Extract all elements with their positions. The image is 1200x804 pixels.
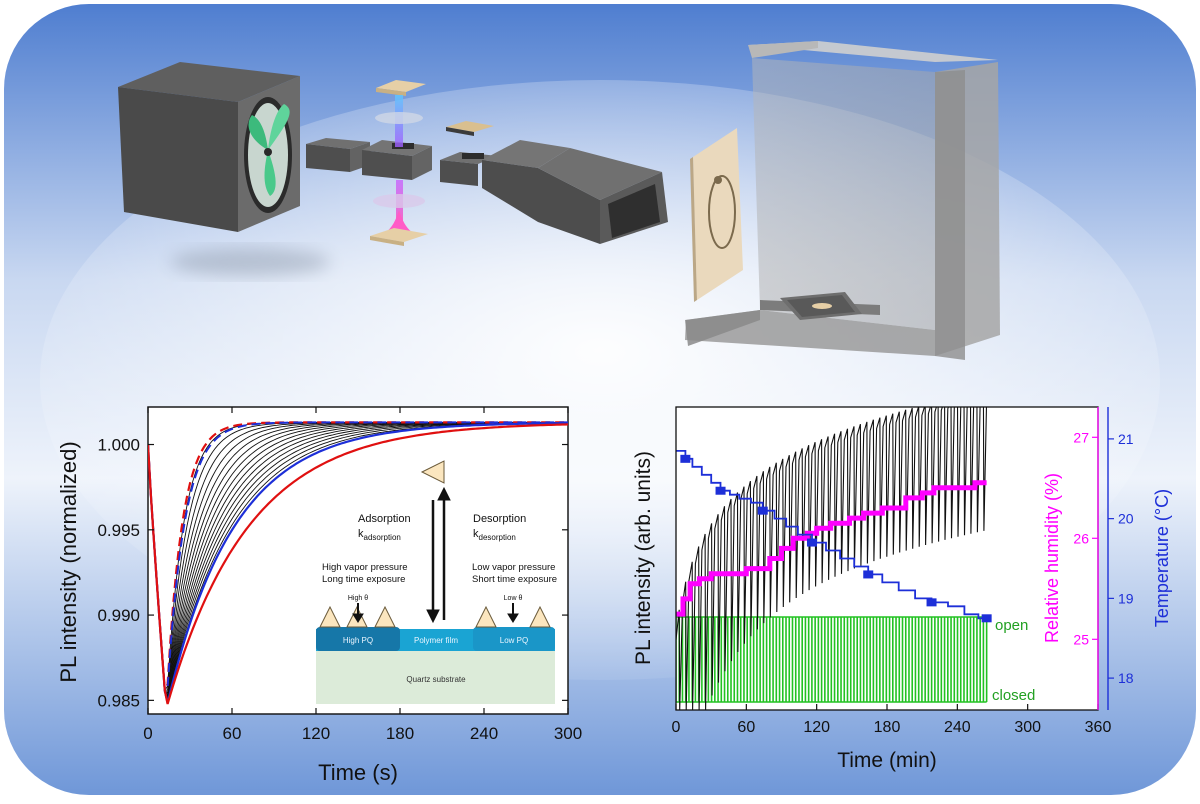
relative-humidity-trace: [676, 480, 987, 617]
chart-right-pl-humidity-temperature: 0 60 120 180 240 300 360 25 26 27 18 19 20 21 open cl…: [632, 406, 1172, 772]
rh-tick-label: 26: [1073, 530, 1089, 546]
chart-left-adsorption: 0 60 120 180 240 300 0.985 0.990 0.995 1.000 Time…: [56, 406, 582, 785]
valve-open-label: open: [995, 617, 1028, 634]
quartz-substrate-label: Quartz substrate: [406, 675, 466, 684]
optical-path: [370, 80, 494, 246]
x-tick-label: 240: [944, 719, 971, 736]
y-tick-label: 0.990: [97, 606, 140, 625]
valve-closed-label: closed: [992, 687, 1035, 704]
low-pq-region: [473, 627, 555, 651]
high-pq-label: High PQ: [343, 636, 373, 645]
x-tick-label: 0: [672, 719, 681, 736]
short-exposure-label: Short time exposure: [472, 574, 557, 585]
temperature-marker: [806, 538, 817, 547]
desorption-label: Desorption: [473, 513, 526, 525]
apparatus-illustration: [118, 41, 1000, 360]
y-axis-label: PL intensity (normalized): [56, 441, 81, 682]
quartz-substrate: [316, 651, 555, 704]
low-theta-label: Low θ: [504, 595, 523, 602]
temp-tick-label: 18: [1118, 670, 1134, 686]
arrows: [352, 486, 519, 624]
y-tick-label: 0.985: [97, 691, 140, 710]
x-axis-label: Time (s): [318, 760, 398, 785]
x-tick-label: 180: [874, 719, 901, 736]
adsorption-rate-label: kadsorption: [358, 528, 401, 542]
pl-curve-blue-dashed: [148, 421, 568, 694]
pl-curve-red: [148, 423, 568, 705]
desorbed-triangle-icon: [420, 460, 445, 484]
temperature-trace: [676, 449, 992, 623]
low-vapor-pressure-label: Low vapor pressure: [472, 562, 555, 573]
high-pq-region: [316, 627, 400, 651]
temp-tick-label: 19: [1118, 590, 1134, 606]
axes: 0 60 120 180 240 300 360 25 26 27 18 19 20 21: [672, 406, 1134, 736]
x-tick-label: 0: [143, 724, 152, 743]
x-tick-label: 300: [1014, 719, 1041, 736]
y-tick-label: 0.995: [97, 521, 140, 540]
temperature-marker: [863, 570, 874, 579]
fan-blade-icon: [248, 104, 290, 196]
x-axis-label: Time (min): [837, 749, 937, 772]
temp-tick-label: 21: [1118, 431, 1134, 447]
duct-segment-right: [440, 152, 498, 186]
x-tick-label: 120: [302, 724, 330, 743]
x-tick-label: 180: [386, 724, 414, 743]
polymer-film-label: Polymer film: [414, 636, 458, 645]
humidity-trace: [676, 480, 987, 617]
high-theta-label: High θ: [348, 595, 368, 602]
rh-tick-label: 25: [1073, 631, 1089, 647]
chamber-door: [690, 128, 743, 302]
temperature-marker: [981, 614, 992, 623]
low-pq-label: Low PQ: [500, 636, 528, 645]
x-tick-label: 300: [554, 724, 582, 743]
temperature-marker: [680, 454, 691, 463]
x-tick-label: 60: [223, 724, 242, 743]
pl-trace: [676, 407, 988, 710]
y-axis-left-label: PL intensity (arb. units): [632, 451, 655, 665]
duct-segment-left: [306, 138, 370, 172]
long-exposure-label: Long time exposure: [322, 574, 405, 585]
x-tick-label: 360: [1085, 719, 1112, 736]
desorption-rate-label: kdesorption: [473, 528, 516, 542]
high-vapor-pressure-label: High vapor pressure: [322, 562, 408, 573]
temperature-marker: [926, 598, 937, 607]
temperature-marker: [715, 486, 726, 495]
inset-schematic: High PQ Polymer film Low PQ Quartz subst…: [316, 460, 557, 704]
adsorption-label: Adsorption: [358, 513, 411, 525]
pl-curves: [148, 421, 568, 705]
pl-curve-blue: [148, 422, 568, 704]
rh-tick-label: 27: [1073, 429, 1089, 445]
temperature-marker: [757, 506, 768, 515]
y-axis-humidity-label: Relative humidity (%): [1042, 473, 1062, 643]
pl-intensity-trace: [676, 407, 988, 710]
x-tick-label: 120: [803, 719, 830, 736]
axis-ticks: 0 60 120 180 240 300 0.985 0.990 0.995 1.000: [97, 407, 582, 743]
fan-box: [118, 62, 300, 232]
duct-expander: [482, 140, 668, 244]
glove-box: [685, 41, 1000, 360]
x-tick-label: 60: [737, 719, 755, 736]
temp-tick-label: 20: [1118, 511, 1134, 527]
y-tick-label: 1.000: [97, 436, 140, 455]
y-axis-temperature-label: Temperature (°C): [1152, 489, 1172, 627]
x-tick-label: 240: [470, 724, 498, 743]
